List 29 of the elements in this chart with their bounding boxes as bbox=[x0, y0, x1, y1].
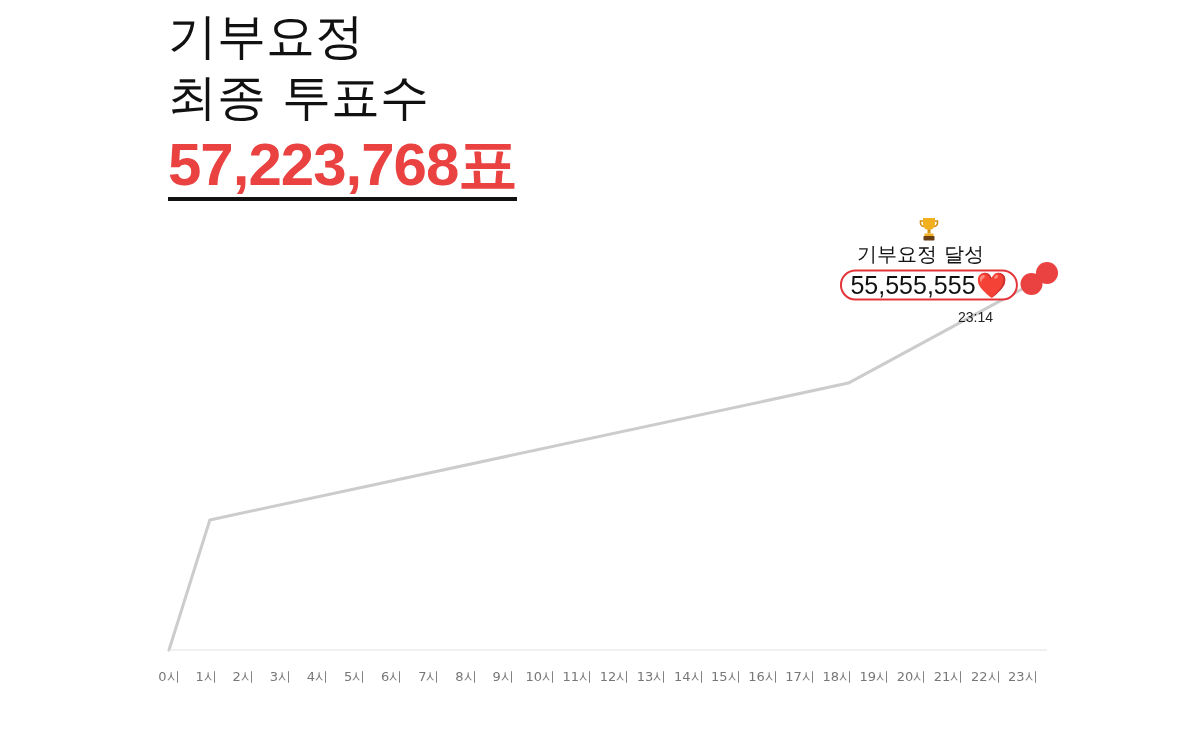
annotation: 23:14 bbox=[957, 308, 994, 325]
x-tick-label: 13시 bbox=[636, 669, 667, 685]
x-tick-label: 8시 bbox=[455, 669, 477, 685]
x-tick-label: 15시 bbox=[711, 669, 741, 685]
x-tick-label: 22시 bbox=[970, 669, 1001, 685]
x-tick-label: 23시 bbox=[1008, 669, 1038, 685]
x-tick-label: 12시 bbox=[599, 669, 630, 685]
x-tick-label: 4시 bbox=[306, 669, 329, 685]
x-tick-label: 3시 bbox=[269, 669, 292, 685]
x-tick-label: 16시 bbox=[748, 669, 778, 685]
annotation: 기부요정 달성 bbox=[857, 241, 984, 266]
x-tick-label: 11시 bbox=[562, 669, 593, 685]
x-tick-label: 2시 bbox=[232, 669, 254, 685]
x-tick-label: 1시 bbox=[195, 669, 217, 685]
x-tick-label: 9시 bbox=[492, 669, 514, 685]
chart-title: 기부요정 최종 투표수 bbox=[168, 8, 429, 126]
x-tick-label: 19시 bbox=[859, 669, 890, 685]
x-tick-label: 10시 bbox=[525, 669, 556, 685]
annotation: 55,555,555❤ bbox=[850, 270, 1007, 299]
x-tick-label: 0시 bbox=[158, 669, 180, 685]
chart-subtitle: 57,223,768표 bbox=[168, 131, 518, 198]
x-tick-label: 14시 bbox=[673, 669, 704, 685]
x-tick-label: 18시 bbox=[822, 669, 853, 685]
x-tick-label: 5시 bbox=[343, 669, 366, 685]
x-tick-label: 6시 bbox=[381, 669, 403, 685]
x-tick-label: 7시 bbox=[418, 669, 440, 685]
x-tick-label: 21시 bbox=[933, 669, 964, 685]
x-tick-label: 17시 bbox=[785, 669, 815, 685]
x-tick-label: 20시 bbox=[896, 669, 927, 685]
